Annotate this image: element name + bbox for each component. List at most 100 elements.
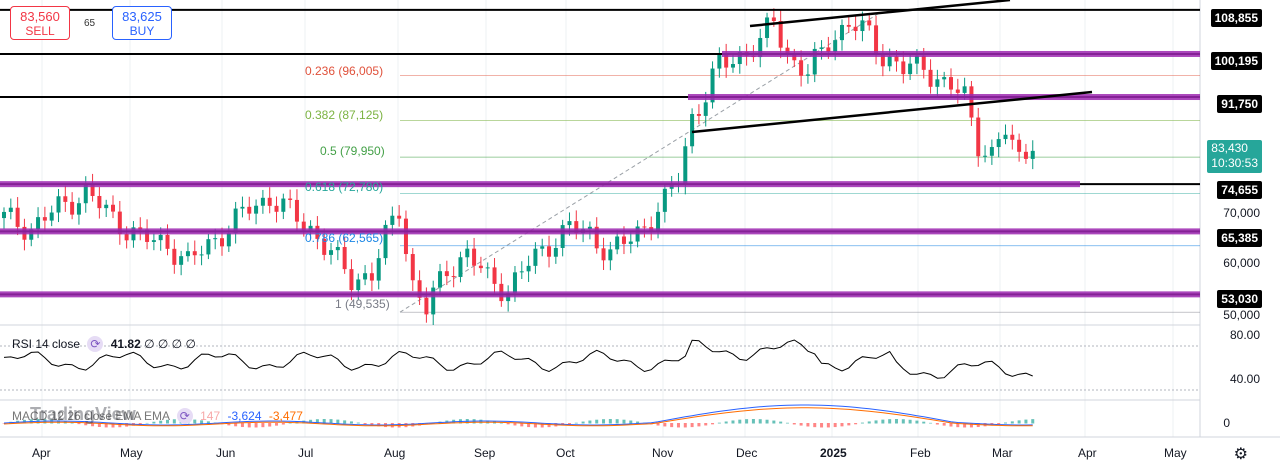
macd-histogram-bar: [261, 423, 265, 428]
rsi-extra: ∅ ∅ ∅ ∅: [144, 337, 196, 351]
candle-body: [240, 206, 245, 209]
refresh-icon[interactable]: ⟳: [87, 336, 104, 352]
macd-histogram-bar: [663, 423, 667, 427]
price-tick-70000: 70,000: [1223, 206, 1260, 220]
candle-body: [2, 211, 6, 219]
candle-body: [220, 238, 225, 247]
macd-histogram-bar: [806, 423, 810, 427]
countdown: 10:30:53: [1211, 156, 1258, 170]
macd-histogram-bar: [200, 420, 204, 424]
candle-body: [662, 188, 667, 212]
macd-histogram-bar: [240, 423, 244, 428]
macd-histogram-bar: [704, 423, 708, 426]
macd-histogram-bar: [956, 423, 960, 428]
spread-value: 65: [84, 18, 96, 29]
candle-body: [376, 258, 381, 281]
macd-histogram-bar: [104, 423, 108, 428]
macd-histogram-bar: [779, 421, 783, 424]
macd-histogram-bar: [193, 419, 197, 424]
level-tag-91750: 91,750: [1217, 95, 1262, 113]
candle-body: [104, 204, 109, 209]
settings-gear-icon[interactable]: ⚙: [1233, 446, 1248, 463]
macd-legend[interactable]: MACD 12 26 close EMA EMA ⟳ 147 -3,624 -3…: [12, 408, 303, 424]
candle-body: [703, 102, 708, 116]
macd-histogram-bar: [608, 419, 612, 424]
tradingview-watermark: TradingView: [30, 404, 136, 424]
month-label: Jun: [216, 446, 236, 460]
candle-body: [540, 246, 545, 249]
candle-body: [369, 273, 374, 281]
buy-label: BUY: [129, 24, 155, 38]
candle-body: [451, 276, 456, 278]
trend-line-lower: [691, 90, 1093, 134]
candle-body: [948, 77, 953, 90]
macd-histogram-bar: [479, 419, 483, 424]
candle-body: [117, 211, 122, 235]
buy-button[interactable]: 83,625 BUY: [112, 6, 172, 40]
candle-body: [390, 215, 395, 225]
macd-histogram-bar: [745, 419, 749, 424]
macd-histogram-bar: [997, 423, 1001, 425]
candle-body: [553, 247, 558, 257]
rsi-legend[interactable]: RSI 14 close ⟳ 41.82 ∅ ∅ ∅ ∅: [12, 336, 196, 352]
level-tag-74655: 74,655: [1217, 181, 1262, 199]
level-tag-65385: 65,385: [1217, 229, 1262, 247]
candle-body: [533, 248, 538, 266]
macd-histogram-bar: [840, 423, 844, 427]
rsi-tick-40: 40.00: [1229, 372, 1260, 386]
macd-histogram-bar: [922, 421, 926, 424]
candle-body: [417, 280, 422, 298]
macd-histogram-bar: [247, 423, 251, 428]
candle-body: [833, 40, 838, 52]
candle-body: [260, 197, 265, 206]
macd-histogram-bar: [309, 419, 313, 424]
candle-body: [512, 272, 517, 294]
candle-body: [56, 196, 61, 213]
candle-body: [826, 47, 831, 52]
candle-body: [710, 68, 715, 103]
refresh-icon[interactable]: ⟳: [176, 408, 193, 424]
macd-histogram-bar: [349, 421, 353, 424]
candle-body: [615, 236, 620, 250]
candle-body: [955, 89, 960, 93]
macd-histogram-bar: [676, 423, 680, 428]
trend-line-upper: [749, 0, 1011, 28]
macd-histogram-bar: [670, 423, 674, 428]
candle-body: [1003, 134, 1008, 140]
candle-body: [778, 20, 783, 48]
candle-body: [431, 287, 436, 315]
candle-body: [472, 248, 477, 266]
candle-body: [642, 226, 647, 228]
macd-histogram-bar: [908, 419, 912, 424]
fib-label-0786: 0.786 (62,565): [305, 231, 384, 245]
macd-histogram-bar: [881, 419, 885, 424]
macd-histogram-bar: [874, 420, 878, 424]
candle-body: [179, 256, 184, 265]
candle-body: [15, 207, 20, 227]
candle-body: [594, 226, 599, 249]
macd-histogram-bar: [145, 422, 149, 424]
macd-histogram-bar: [499, 422, 503, 424]
candle-body: [76, 203, 81, 215]
candle-body: [962, 86, 967, 93]
candle-body: [288, 198, 293, 200]
macd-histogram-bar: [329, 419, 333, 424]
price-tick-50000: 50,000: [1223, 308, 1260, 322]
macd-histogram-bar: [540, 423, 544, 428]
fib-label-1: 1 (49,535): [335, 297, 390, 311]
candle-body: [294, 199, 299, 222]
level-tag-108855: 108,855: [1210, 9, 1262, 27]
price-tick-60000: 60,000: [1223, 256, 1260, 270]
candle-body: [792, 54, 797, 61]
candle-body: [1010, 134, 1015, 140]
macd-histogram-bar: [949, 423, 953, 427]
sell-button[interactable]: 83,560 SELL: [10, 6, 70, 40]
macd-histogram-bar: [724, 421, 728, 424]
macd-histogram-bar: [942, 423, 946, 426]
level-zone: [722, 50, 1200, 57]
candle-body: [696, 113, 701, 116]
candle-body: [397, 215, 402, 219]
macd-histogram-bar: [363, 423, 367, 425]
candle-body: [478, 265, 483, 269]
